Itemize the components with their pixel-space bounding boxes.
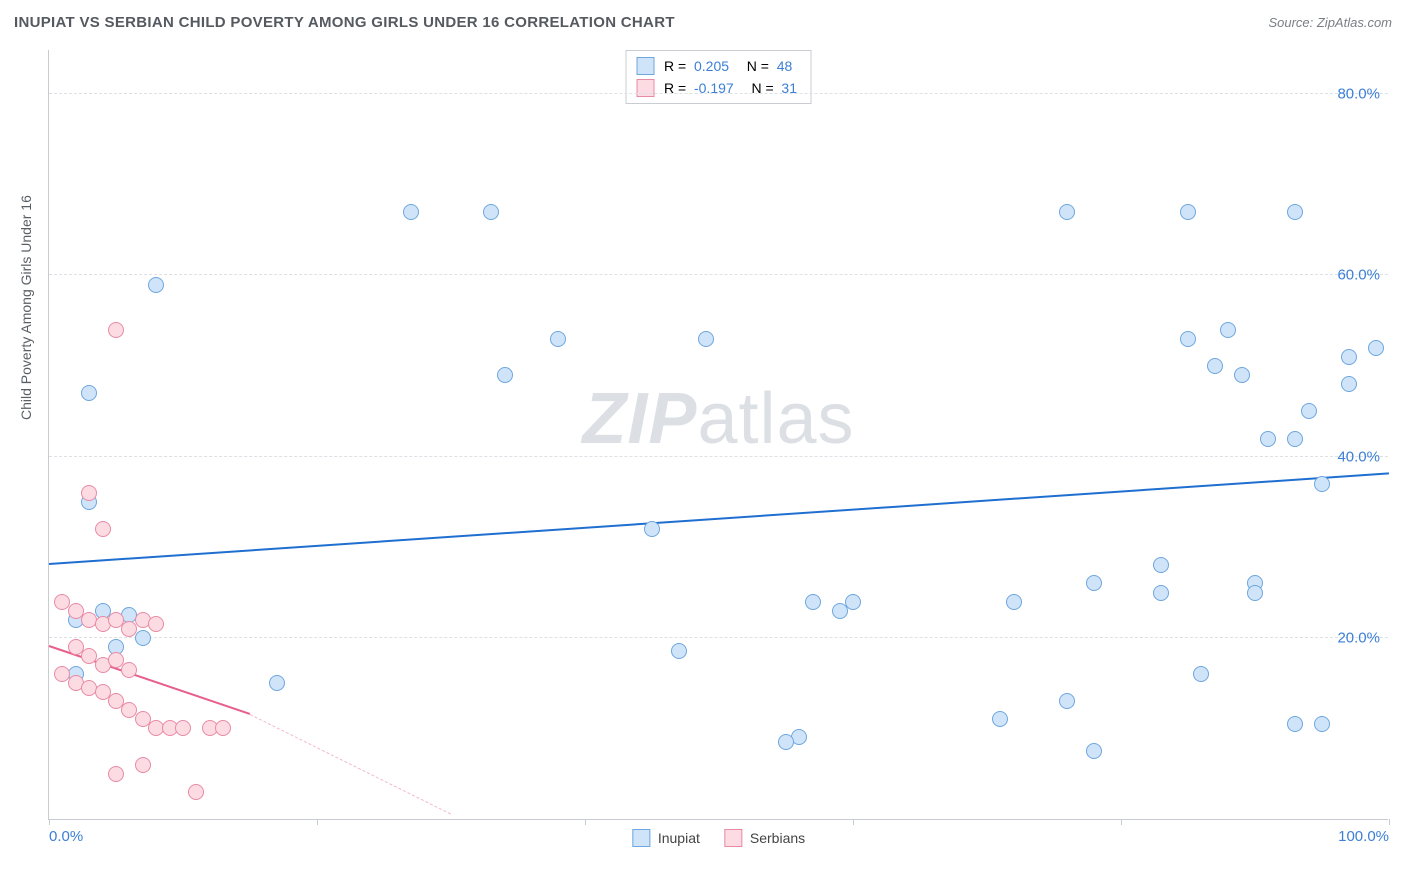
scatter-point	[403, 204, 419, 220]
scatter-point	[1314, 716, 1330, 732]
scatter-point	[175, 720, 191, 736]
legend-stat-row: R = -0.197 N = 31	[636, 77, 797, 99]
scatter-point	[698, 331, 714, 347]
scatter-point	[95, 521, 111, 537]
y-tick-label: 60.0%	[1337, 267, 1380, 284]
trend-line	[250, 714, 451, 815]
legend-swatch	[632, 829, 650, 847]
gridline	[49, 456, 1388, 457]
scatter-point	[135, 757, 151, 773]
scatter-point	[805, 594, 821, 610]
scatter-point	[644, 521, 660, 537]
scatter-point	[1059, 693, 1075, 709]
gridline	[49, 93, 1388, 94]
scatter-point	[1301, 403, 1317, 419]
y-axis-label: Child Poverty Among Girls Under 16	[18, 195, 34, 420]
scatter-point	[108, 322, 124, 338]
scatter-point	[832, 603, 848, 619]
legend-series-item: Serbians	[724, 829, 805, 847]
scatter-point	[215, 720, 231, 736]
source-attribution: Source: ZipAtlas.com	[1268, 15, 1392, 30]
scatter-point	[1086, 743, 1102, 759]
scatter-point	[483, 204, 499, 220]
x-tick-label: 0.0%	[49, 828, 83, 845]
legend-swatch	[724, 829, 742, 847]
scatter-point	[269, 675, 285, 691]
scatter-point	[1341, 349, 1357, 365]
scatter-point	[1368, 340, 1384, 356]
scatter-point	[108, 766, 124, 782]
x-tick	[49, 819, 50, 825]
watermark-logo: ZIPatlas	[582, 378, 854, 460]
gridline	[49, 637, 1388, 638]
scatter-point	[1234, 367, 1250, 383]
legend-series-label: Inupiat	[658, 830, 700, 846]
scatter-point	[1153, 557, 1169, 573]
scatter-point	[1059, 204, 1075, 220]
scatter-point	[1220, 322, 1236, 338]
scatter-point	[1287, 431, 1303, 447]
trend-line	[49, 473, 1389, 566]
scatter-point	[1287, 716, 1303, 732]
x-tick	[1121, 819, 1122, 825]
scatter-point	[1247, 585, 1263, 601]
x-tick	[853, 819, 854, 825]
legend-stat-row: R = 0.205 N = 48	[636, 55, 797, 77]
scatter-point	[1180, 204, 1196, 220]
gridline	[49, 274, 1388, 275]
scatter-point	[81, 485, 97, 501]
scatter-point	[1006, 594, 1022, 610]
scatter-point	[845, 594, 861, 610]
legend-n-label: N = 48	[739, 55, 792, 77]
chart-title: INUPIAT VS SERBIAN CHILD POVERTY AMONG G…	[14, 14, 675, 31]
scatter-point	[135, 630, 151, 646]
legend-n-label: N = 31	[744, 77, 797, 99]
scatter-plot-area: ZIPatlas R = 0.205 N = 48R = -0.197 N = …	[48, 50, 1388, 820]
legend-series-item: Inupiat	[632, 829, 700, 847]
legend-series-label: Serbians	[750, 830, 805, 846]
scatter-point	[778, 734, 794, 750]
y-tick-label: 80.0%	[1337, 86, 1380, 103]
scatter-point	[992, 711, 1008, 727]
x-tick	[585, 819, 586, 825]
x-tick-label: 100.0%	[1338, 828, 1389, 845]
scatter-point	[1207, 358, 1223, 374]
legend-r-label: R = 0.205	[664, 55, 729, 77]
scatter-point	[1086, 575, 1102, 591]
y-tick-label: 20.0%	[1337, 629, 1380, 646]
legend-r-label: R = -0.197	[664, 77, 734, 99]
legend-swatch	[636, 57, 654, 75]
x-tick	[1389, 819, 1390, 825]
scatter-point	[671, 643, 687, 659]
correlation-legend: R = 0.205 N = 48R = -0.197 N = 31	[625, 50, 812, 104]
series-legend: Inupiat Serbians	[632, 829, 805, 847]
x-tick	[317, 819, 318, 825]
scatter-point	[497, 367, 513, 383]
scatter-point	[550, 331, 566, 347]
scatter-point	[148, 616, 164, 632]
scatter-point	[188, 784, 204, 800]
scatter-point	[1180, 331, 1196, 347]
scatter-point	[1193, 666, 1209, 682]
legend-swatch	[636, 79, 654, 97]
scatter-point	[1287, 204, 1303, 220]
scatter-point	[1260, 431, 1276, 447]
y-tick-label: 40.0%	[1337, 448, 1380, 465]
scatter-point	[1341, 376, 1357, 392]
scatter-point	[1314, 476, 1330, 492]
scatter-point	[148, 277, 164, 293]
scatter-point	[121, 662, 137, 678]
scatter-point	[81, 385, 97, 401]
scatter-point	[1153, 585, 1169, 601]
